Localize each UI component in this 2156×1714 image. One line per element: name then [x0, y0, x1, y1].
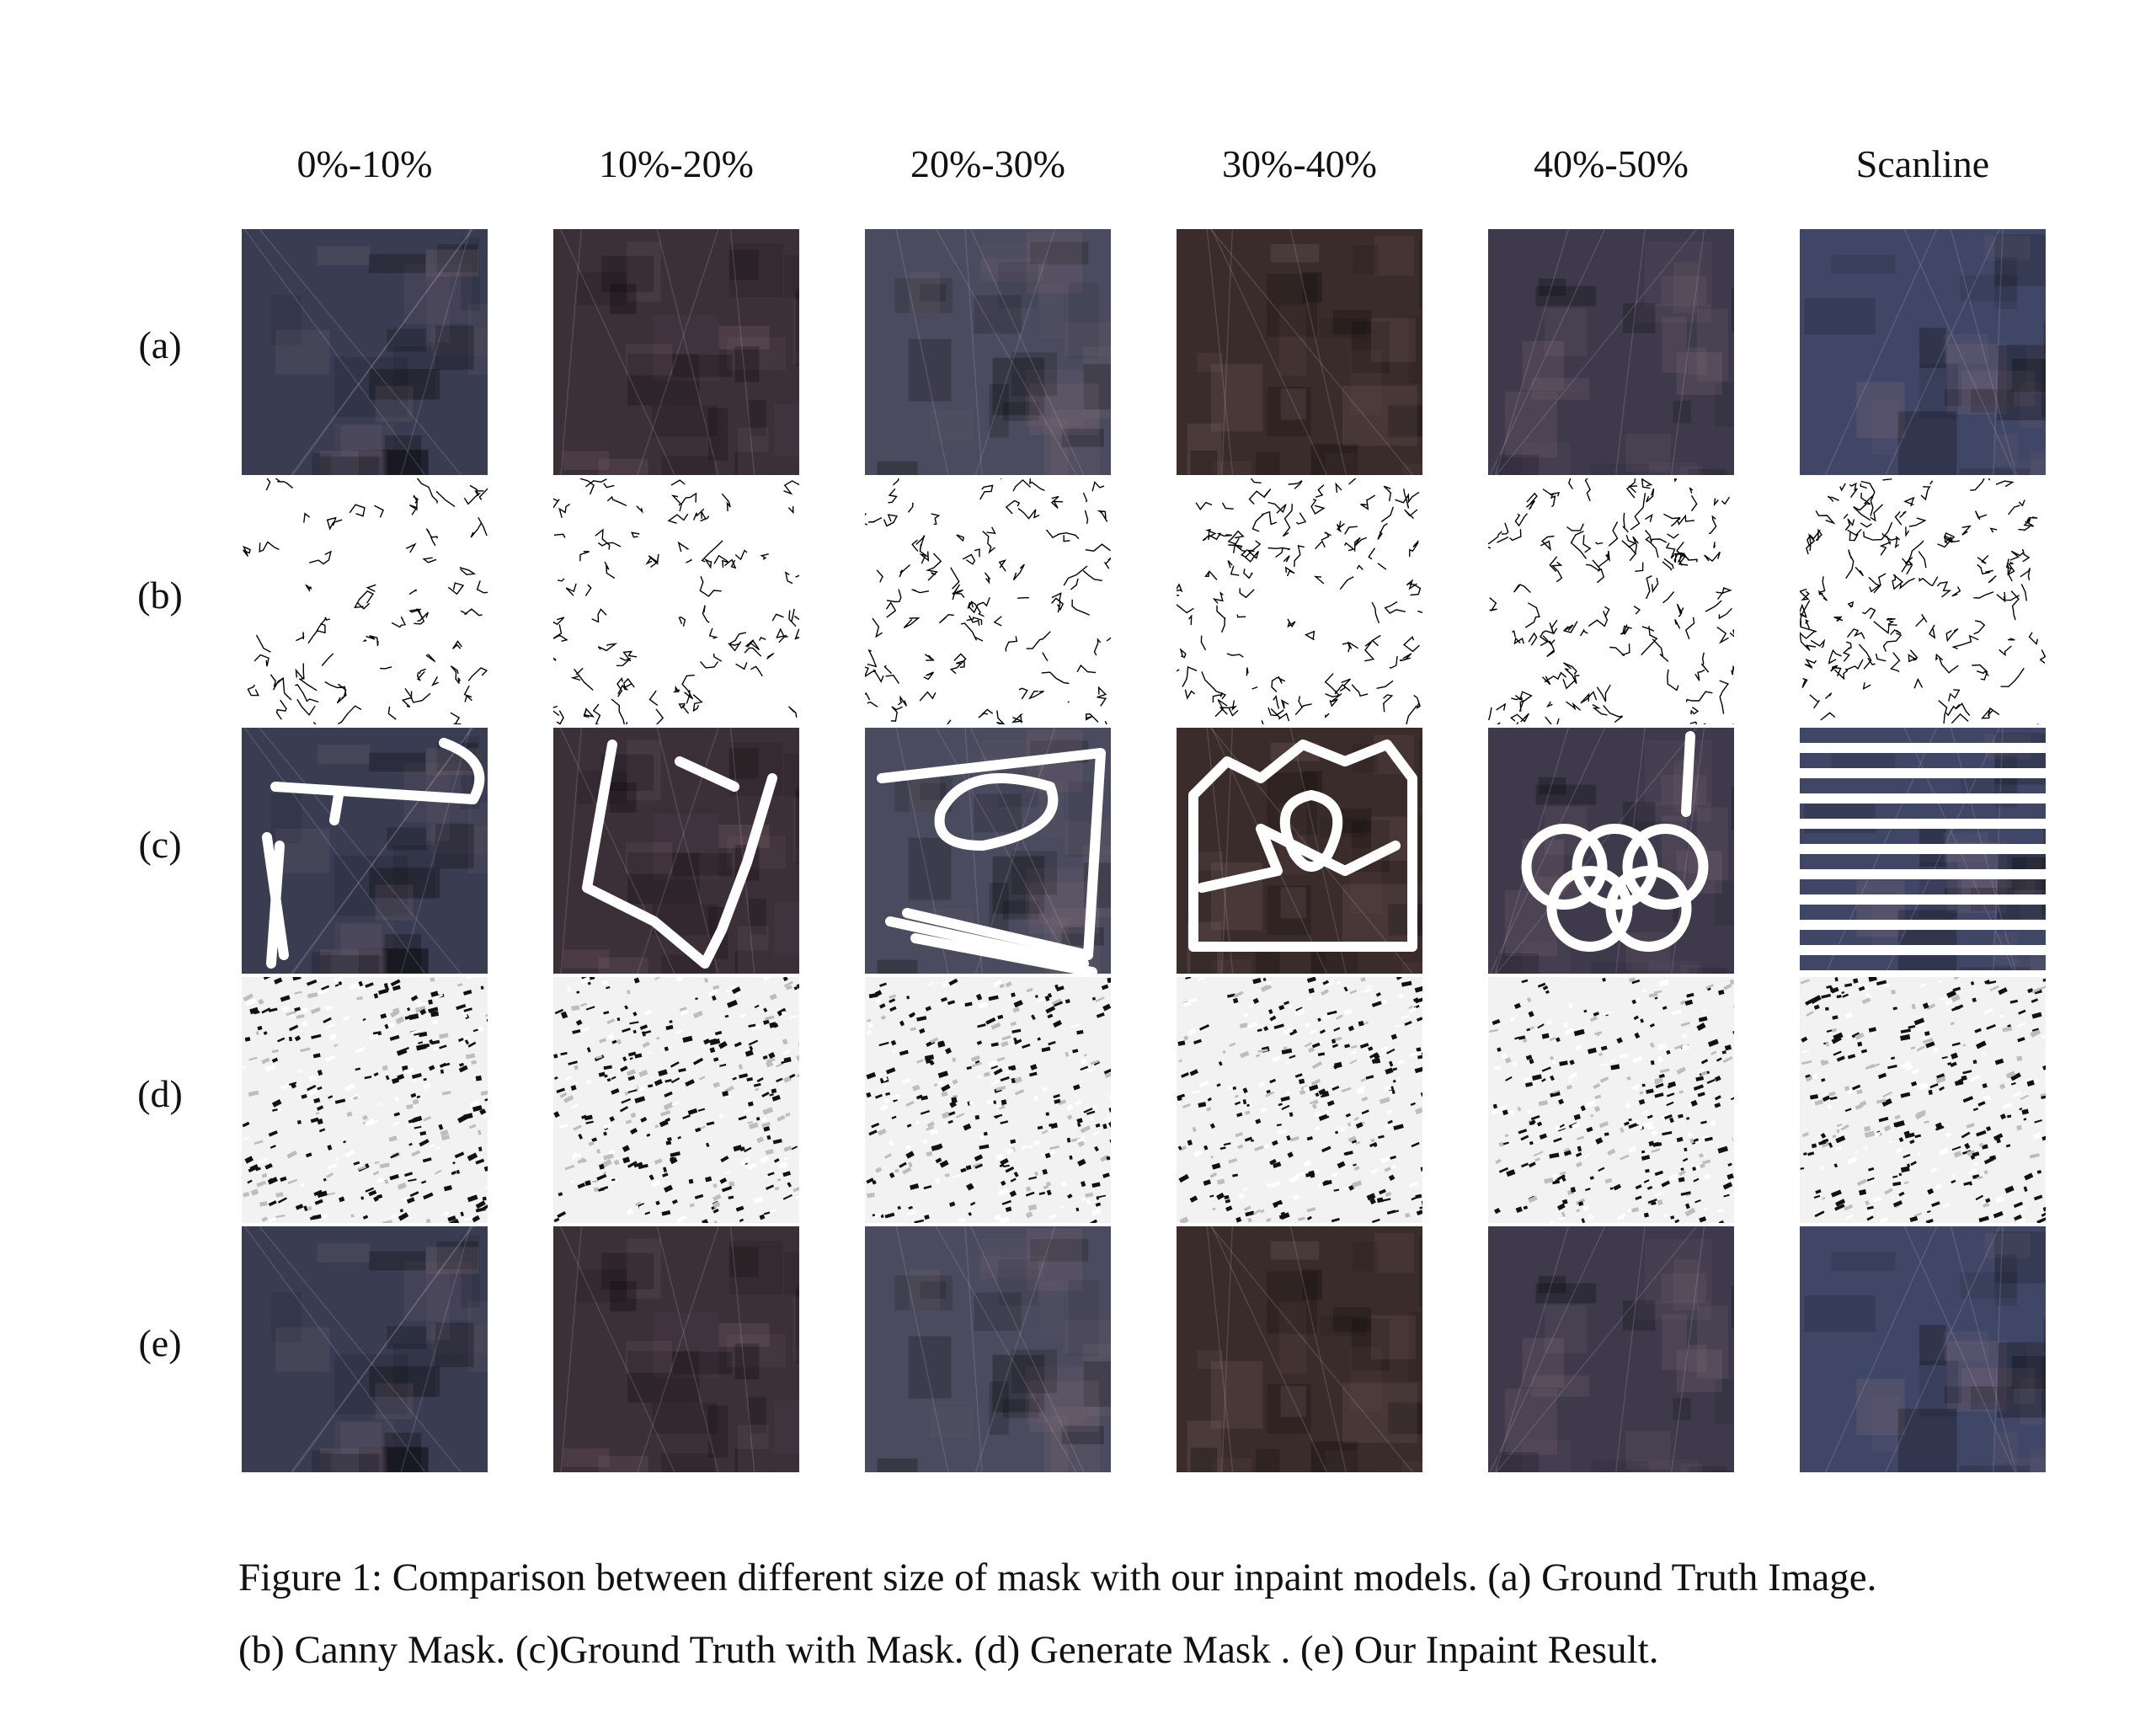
tile-d-3 [1177, 977, 1422, 1223]
tile-a-4 [1488, 229, 1734, 475]
caption-line-2: (b) Canny Mask. (c)Ground Truth with Mas… [238, 1628, 1659, 1672]
tile-d-5 [1800, 977, 2046, 1223]
tile-e-1 [553, 1226, 799, 1472]
tile-d-0 [242, 977, 488, 1223]
row-label-d: (d) [137, 1072, 183, 1115]
tile-e-3 [1177, 1226, 1422, 1472]
caption-line-1: Figure 1: Comparison between different s… [238, 1556, 1877, 1599]
tile-b-1 [553, 478, 799, 724]
tile-b-0 [242, 478, 488, 724]
tile-c-4 [1488, 728, 1734, 974]
column-header-4: 40%-50% [1534, 142, 1689, 185]
row-label-c: (c) [138, 823, 182, 866]
tile-e-5 [1800, 1226, 2046, 1472]
tile-c-3 [1177, 728, 1422, 974]
tile-c-5 [1800, 728, 2046, 974]
tile-e-0 [242, 1226, 488, 1472]
tile-d-2 [865, 977, 1111, 1223]
tile-b-4 [1488, 478, 1734, 724]
row-label-b: (b) [137, 574, 183, 617]
tile-a-0 [242, 229, 488, 475]
column-header-0: 0%-10% [296, 142, 433, 185]
tile-d-1 [553, 977, 799, 1223]
tile-b-5 [1800, 478, 2046, 724]
tile-a-1 [553, 229, 799, 475]
tile-e-2 [865, 1226, 1111, 1472]
figure-caption: Figure 1: Comparison between different s… [238, 1541, 2091, 1686]
tile-c-0 [242, 728, 488, 974]
tile-b-3 [1177, 478, 1422, 724]
tile-b-2 [865, 478, 1111, 724]
tile-a-2 [865, 229, 1111, 475]
tile-a-5 [1800, 229, 2046, 475]
column-header-1: 10%-20% [599, 142, 754, 185]
tile-d-4 [1488, 977, 1734, 1223]
column-header-3: 30%-40% [1222, 142, 1377, 185]
tile-c-2 [865, 728, 1111, 974]
row-label-e: (e) [138, 1322, 182, 1364]
tile-c-1 [553, 728, 799, 974]
tile-a-3 [1177, 229, 1422, 475]
column-header-2: 20%-30% [910, 142, 1065, 185]
column-header-5: Scanline [1855, 142, 1990, 185]
tile-e-4 [1488, 1226, 1734, 1472]
row-label-a: (a) [138, 323, 182, 366]
